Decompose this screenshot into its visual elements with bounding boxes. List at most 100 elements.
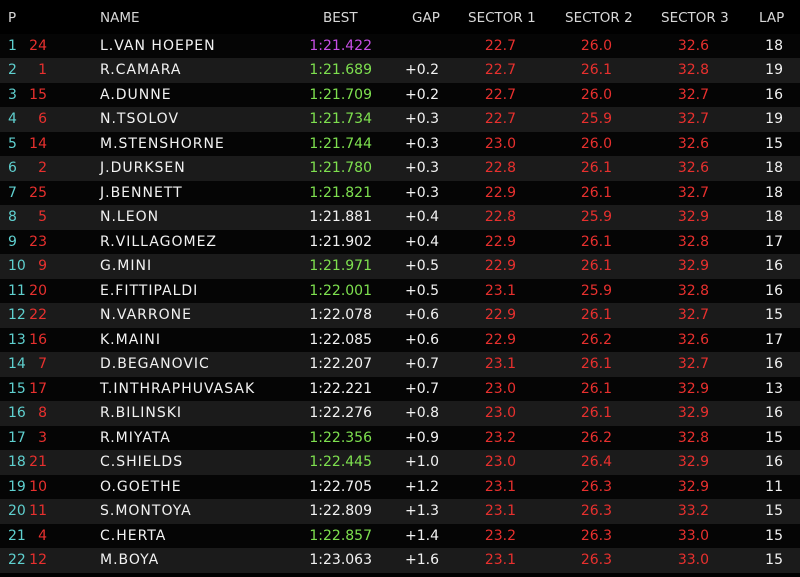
cell-best: 1:21.971 (309, 258, 372, 274)
cell-gap: +0.2 (405, 62, 439, 78)
cell-lap: 18 (765, 184, 783, 201)
cell-gap: +0.5 (405, 282, 439, 299)
cell-s1: 22.7 (484, 111, 516, 127)
cell-s2: 26.3 (580, 503, 612, 519)
cell-num: 5 (38, 209, 47, 225)
table-row: 9 23 R.VILLAGOMEZ 1:21.902 +0.4 22.9 26.1 32.8 1… (0, 229, 800, 254)
cell-best: 1:22.857 (309, 527, 372, 544)
cell-s3: 32.9 (677, 258, 709, 274)
cell-s3: 32.8 (677, 429, 709, 446)
cell-lap: 19 (765, 62, 783, 78)
cell-gap: +0.7 (405, 380, 439, 397)
cell-s2: 26.1 (580, 307, 612, 323)
cell-pos: 5 (8, 135, 17, 152)
cell-s2: 25.9 (580, 282, 612, 299)
cell-pos: 4 (8, 111, 17, 127)
cell-num: 12 (29, 552, 47, 568)
cell-s1: 23.1 (484, 503, 516, 519)
cell-name: J.BENNETT (100, 184, 183, 201)
cell-pos: 10 (8, 258, 26, 274)
table-row: 18 21 C.SHIELDS 1:22.445 +1.0 23.0 26.4 32.9 16 (0, 450, 800, 475)
cell-s1: 23.1 (484, 356, 516, 372)
cell-s3: 32.8 (677, 62, 709, 78)
table-row: 13 16 K.MAINI 1:22.085 +0.6 22.9 26.2 32.6 17 (0, 327, 800, 352)
cell-s3: 32.9 (677, 380, 709, 397)
cell-name: R.CAMARA (100, 62, 182, 78)
cell-num: 1 (38, 62, 47, 78)
cell-s1: 22.7 (484, 37, 516, 54)
cell-lap: 18 (765, 37, 783, 54)
cell-s3: 32.6 (677, 135, 709, 152)
cell-pos: 14 (8, 356, 26, 372)
cell-s2: 25.9 (580, 209, 612, 225)
cell-name: C.HERTA (100, 527, 167, 544)
cell-s3: 32.6 (677, 331, 709, 348)
cell-s2: 26.4 (580, 454, 612, 470)
cell-gap: +0.6 (405, 307, 439, 323)
cell-name: K.MAINI (100, 331, 162, 348)
cell-s2: 26.0 (580, 86, 612, 103)
cell-name: D.BEGANOVIC (100, 356, 210, 372)
cell-lap: 15 (765, 135, 783, 152)
cell-gap: +1.2 (405, 478, 439, 495)
cell-gap: +0.7 (405, 356, 439, 372)
cell-s2: 26.0 (580, 135, 612, 152)
cell-pos: 1 (8, 37, 17, 54)
cell-lap: 15 (765, 429, 783, 446)
table-row: 3 15 A.DUNNE 1:21.709 +0.2 22.7 26.0 32.7 16 (0, 82, 800, 107)
cell-best: 1:21.689 (309, 62, 372, 78)
cell-s1: 23.2 (484, 429, 516, 446)
cell-s1: 23.2 (484, 527, 516, 544)
cell-name: C.SHIELDS (100, 454, 184, 470)
cell-s2: 26.1 (580, 356, 612, 372)
cell-best: 1:22.078 (309, 307, 372, 323)
cell-num: 9 (38, 258, 47, 274)
cell-name: L.VAN HOEPEN (100, 37, 216, 54)
cell-lap: 16 (765, 356, 783, 372)
cell-name: N.TSOLOV (100, 111, 180, 127)
cell-name: M.STENSHORNE (100, 135, 225, 152)
cell-s3: 32.7 (677, 111, 709, 127)
cell-s1: 23.0 (484, 380, 516, 397)
table-row: 22 12 M.BOYA 1:23.063 +1.6 23.1 26.3 33.0 15 (0, 548, 800, 573)
cell-pos: 13 (8, 331, 26, 348)
cell-best: 1:22.356 (309, 429, 372, 446)
cell-name: J.DURKSEN (100, 160, 186, 176)
cell-s1: 23.1 (484, 478, 516, 495)
header-gap: GAP (412, 10, 440, 26)
cell-gap: +0.6 (405, 331, 439, 348)
cell-s3: 32.6 (677, 160, 709, 176)
table-row: 11 20 E.FITTIPALDI 1:22.001 +0.5 23.1 25.9 32.8… (0, 278, 800, 303)
cell-num: 10 (29, 478, 47, 495)
cell-best: 1:22.001 (309, 282, 372, 299)
cell-num: 24 (29, 37, 47, 54)
cell-s3: 32.9 (677, 405, 709, 421)
cell-lap: 17 (765, 233, 783, 250)
cell-s2: 25.9 (580, 111, 612, 127)
cell-best: 1:22.207 (309, 356, 372, 372)
cell-name: S.MONTOYA (100, 503, 192, 519)
cell-s1: 22.9 (484, 331, 516, 348)
cell-s1: 23.0 (484, 454, 516, 470)
cell-num: 22 (29, 307, 47, 323)
cell-pos: 20 (8, 503, 26, 519)
table-row: 8 5 N.LEON 1:21.881 +0.4 22.8 25.9 32.9 18 (0, 205, 800, 230)
cell-best: 1:22.705 (309, 478, 372, 495)
cell-lap: 16 (765, 86, 783, 103)
cell-s2: 26.3 (580, 527, 612, 544)
cell-s3: 32.9 (677, 209, 709, 225)
cell-pos: 19 (8, 478, 26, 495)
cell-s1: 22.9 (484, 184, 516, 201)
cell-s1: 22.7 (484, 62, 516, 78)
cell-gap: +0.3 (405, 135, 439, 152)
cell-s2: 26.1 (580, 184, 612, 201)
cell-num: 17 (29, 380, 47, 397)
cell-s3: 32.7 (677, 86, 709, 103)
cell-lap: 13 (765, 380, 783, 397)
cell-s2: 26.0 (580, 37, 612, 54)
cell-num: 2 (38, 160, 47, 176)
cell-gap: +0.4 (405, 209, 439, 225)
cell-num: 20 (29, 282, 47, 299)
cell-s1: 22.9 (484, 258, 516, 274)
cell-best: 1:21.902 (309, 233, 372, 250)
